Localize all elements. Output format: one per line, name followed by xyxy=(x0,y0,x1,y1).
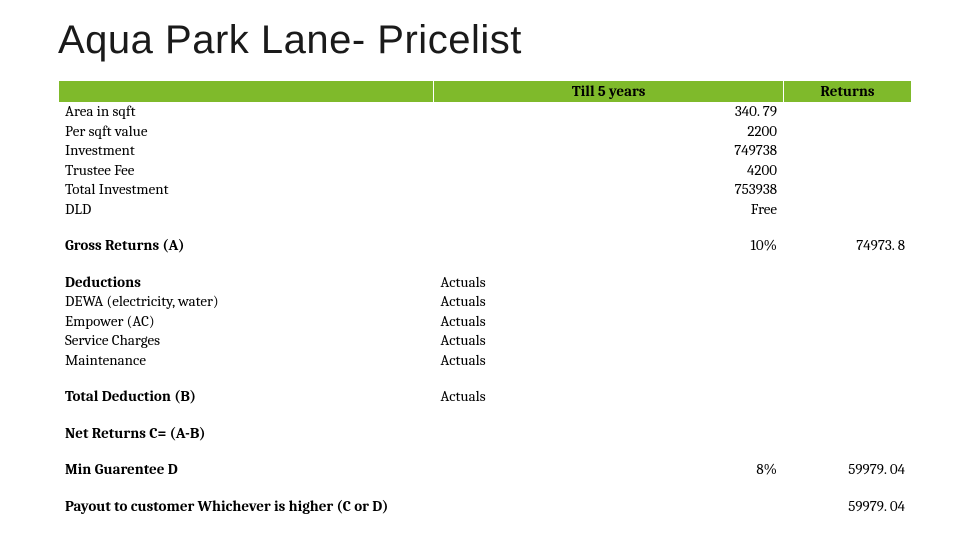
row-area: Area in sqft 340. 79 xyxy=(59,102,912,122)
row-totalinv: Total Investment 753938 xyxy=(59,180,912,200)
cell-value: 2200 xyxy=(690,121,784,141)
th-returns: Returns xyxy=(784,81,912,102)
cell-label: Maintenance xyxy=(59,350,434,370)
cell-mid: Actuals xyxy=(434,272,511,292)
row-maint: Maintenance Actuals xyxy=(59,350,912,370)
row-svc: Service Charges Actuals xyxy=(59,331,912,351)
cell-label: Empower (AC) xyxy=(59,311,434,331)
cell-value: 749738 xyxy=(690,141,784,161)
cell-mid: Actuals xyxy=(434,331,511,351)
row-spacer xyxy=(59,370,912,387)
cell-mid: Actuals xyxy=(434,311,511,331)
row-trustee: Trustee Fee 4200 xyxy=(59,160,912,180)
cell-label: Service Charges xyxy=(59,331,434,351)
row-dld: DLD Free xyxy=(59,199,912,219)
cell-mid: Actuals xyxy=(434,350,511,370)
cell-value: 340. 79 xyxy=(690,102,784,122)
cell-label: Area in sqft xyxy=(59,102,434,122)
row-spacer xyxy=(59,443,912,460)
page-title: Aqua Park Lane- Pricelist xyxy=(58,18,912,63)
cell-value: 4200 xyxy=(690,160,784,180)
row-payout: Payout to customer Whichever is higher (… xyxy=(59,496,912,516)
cell-return: 59979. 04 xyxy=(784,460,912,480)
cell-label: Total Deduction (B) xyxy=(59,387,434,407)
cell-mid: Actuals xyxy=(434,292,511,312)
cell-label: Net Returns C= (A-B) xyxy=(59,423,434,443)
row-spacer xyxy=(59,479,912,496)
cell-label: Total Investment xyxy=(59,180,434,200)
table-header-row: Till 5 years Returns xyxy=(59,81,912,102)
cell-value: 10% xyxy=(690,236,784,256)
cell-label: DLD xyxy=(59,199,434,219)
row-investment: Investment 749738 xyxy=(59,141,912,161)
row-total-b: Total Deduction (B) Actuals xyxy=(59,387,912,407)
th-blank xyxy=(59,81,434,102)
cell-label: Min Guarentee D xyxy=(59,460,434,480)
cell-value: 8% xyxy=(690,460,784,480)
cell-label: Gross Returns (A) xyxy=(59,236,434,256)
pricelist-table: Till 5 years Returns Area in sqft 340. 7… xyxy=(58,81,912,516)
row-persqft: Per sqft value 2200 xyxy=(59,121,912,141)
cell-label: Per sqft value xyxy=(59,121,434,141)
row-dewa: DEWA (electricity, water) Actuals xyxy=(59,292,912,312)
row-spacer xyxy=(59,255,912,272)
row-spacer xyxy=(59,219,912,236)
cell-mid: Actuals xyxy=(434,387,511,407)
row-min-d: Min Guarentee D 8% 59979. 04 xyxy=(59,460,912,480)
row-spacer xyxy=(59,406,912,423)
cell-return: 74973. 8 xyxy=(784,236,912,256)
cell-label: Deductions xyxy=(59,272,434,292)
cell-label: Payout to customer Whichever is higher (… xyxy=(59,496,434,516)
cell-label: DEWA (electricity, water) xyxy=(59,292,434,312)
row-gross-a: Gross Returns (A) 10% 74973. 8 xyxy=(59,236,912,256)
row-deductions: Deductions Actuals xyxy=(59,272,912,292)
cell-return: 59979. 04 xyxy=(784,496,912,516)
cell-value: 753938 xyxy=(690,180,784,200)
cell-label: Investment xyxy=(59,141,434,161)
cell-value: Free xyxy=(690,199,784,219)
cell-label: Trustee Fee xyxy=(59,160,434,180)
row-net-c: Net Returns C= (A-B) xyxy=(59,423,912,443)
row-empower: Empower (AC) Actuals xyxy=(59,311,912,331)
th-till5: Till 5 years xyxy=(434,81,784,102)
